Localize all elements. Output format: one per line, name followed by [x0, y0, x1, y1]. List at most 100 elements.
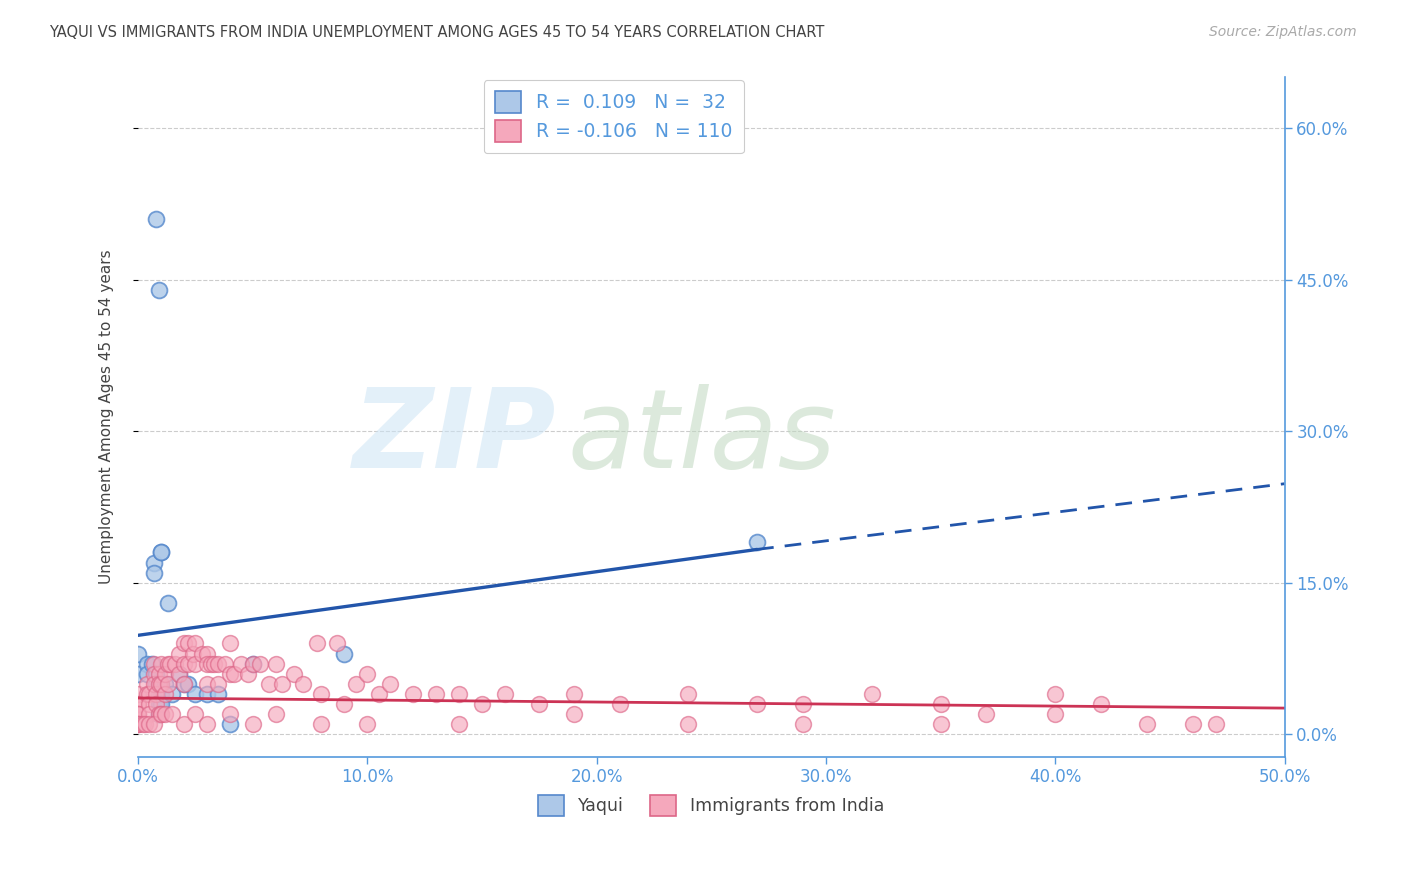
Point	[195, 657, 218, 671]
Point	[145, 677, 167, 691]
Point	[143, 556, 166, 570]
Point	[143, 657, 166, 671]
Point	[195, 647, 218, 661]
Point	[136, 677, 159, 691]
Point	[1181, 717, 1204, 731]
Point	[333, 647, 356, 661]
Point	[231, 657, 253, 671]
Point	[195, 677, 218, 691]
Point	[494, 687, 516, 701]
Point	[236, 666, 259, 681]
Point	[163, 657, 186, 671]
Point	[127, 647, 149, 661]
Point	[792, 717, 814, 731]
Point	[218, 636, 240, 650]
Point	[976, 707, 998, 722]
Point	[242, 717, 264, 731]
Point	[380, 677, 402, 691]
Point	[145, 687, 167, 701]
Point	[184, 687, 207, 701]
Point	[242, 657, 264, 671]
Point	[195, 687, 218, 701]
Point	[271, 677, 294, 691]
Point	[136, 657, 159, 671]
Point	[127, 707, 149, 722]
Point	[136, 687, 159, 701]
Point	[202, 657, 225, 671]
Point	[167, 666, 190, 681]
Point	[145, 697, 167, 711]
Point	[156, 657, 179, 671]
Point	[138, 707, 160, 722]
Text: atlas: atlas	[568, 384, 837, 491]
Point	[149, 545, 172, 559]
Point	[184, 657, 207, 671]
Point	[162, 687, 184, 701]
Text: YAQUI VS IMMIGRANTS FROM INDIA UNEMPLOYMENT AMONG AGES 45 TO 54 YEARS CORRELATIO: YAQUI VS IMMIGRANTS FROM INDIA UNEMPLOYM…	[49, 25, 824, 40]
Point	[177, 657, 200, 671]
Point	[148, 687, 170, 701]
Point	[367, 687, 389, 701]
Point	[177, 677, 200, 691]
Point	[148, 707, 170, 722]
Point	[609, 697, 631, 711]
Point	[156, 677, 179, 691]
Point	[184, 707, 207, 722]
Legend: Yaqui, Immigrants from India: Yaqui, Immigrants from India	[531, 788, 891, 822]
Point	[127, 717, 149, 731]
Point	[678, 717, 700, 731]
Point	[145, 666, 167, 681]
Point	[141, 657, 163, 671]
Point	[127, 666, 149, 681]
Text: Source: ZipAtlas.com: Source: ZipAtlas.com	[1209, 25, 1357, 39]
Point	[173, 677, 195, 691]
Point	[127, 717, 149, 731]
Point	[167, 647, 190, 661]
Point	[529, 697, 551, 711]
Point	[143, 717, 166, 731]
Point	[218, 666, 240, 681]
Y-axis label: Unemployment Among Ages 45 to 54 years: Unemployment Among Ages 45 to 54 years	[100, 250, 114, 584]
Point	[149, 657, 172, 671]
Point	[149, 697, 172, 711]
Point	[333, 697, 356, 711]
Point	[181, 647, 204, 661]
Point	[173, 717, 195, 731]
Point	[136, 666, 159, 681]
Point	[143, 566, 166, 580]
Point	[127, 707, 149, 722]
Point	[138, 697, 160, 711]
Point	[1090, 697, 1112, 711]
Point	[257, 677, 280, 691]
Point	[242, 657, 264, 671]
Point	[207, 677, 229, 691]
Point	[127, 717, 149, 731]
Point	[326, 636, 349, 650]
Point	[131, 717, 153, 731]
Point	[678, 687, 700, 701]
Point	[860, 687, 883, 701]
Point	[218, 717, 240, 731]
Point	[148, 677, 170, 691]
Point	[155, 677, 177, 691]
Point	[148, 283, 170, 297]
Point	[402, 687, 425, 701]
Point	[562, 687, 585, 701]
Point	[134, 717, 156, 731]
Point	[145, 211, 167, 226]
Point	[143, 666, 166, 681]
Point	[149, 707, 172, 722]
Point	[1045, 707, 1067, 722]
Point	[471, 697, 494, 711]
Point	[191, 647, 214, 661]
Point	[1205, 717, 1227, 731]
Point	[162, 707, 184, 722]
Point	[224, 666, 246, 681]
Point	[173, 636, 195, 650]
Point	[143, 677, 166, 691]
Point	[127, 707, 149, 722]
Point	[929, 697, 952, 711]
Point	[425, 687, 447, 701]
Point	[447, 687, 470, 701]
Point	[1045, 687, 1067, 701]
